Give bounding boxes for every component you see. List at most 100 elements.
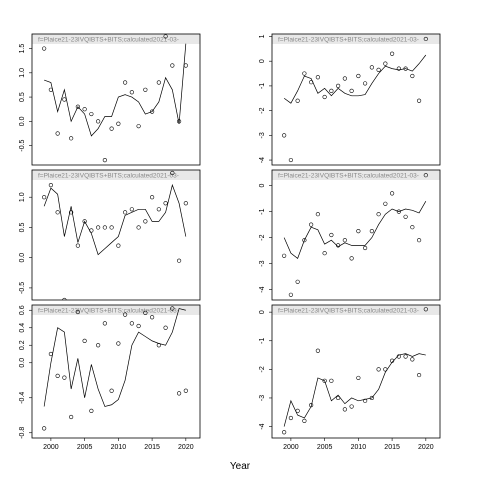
fit-line [43,183,187,256]
x-tick-label: 2010 [111,444,127,451]
data-point [423,173,428,178]
x-tick-label: 2020 [418,444,434,451]
data-point [136,124,141,129]
data-point [163,201,168,206]
data-point [136,323,141,329]
y-tick-label: 0 [259,310,266,314]
data-point [96,343,101,348]
data-point [376,367,381,372]
data-point [329,232,334,238]
data-point [376,212,381,217]
data-point [282,430,287,435]
data-point [149,195,155,200]
data-point [315,212,320,217]
data-point [48,183,53,188]
panel-frame [31,33,201,166]
y-tick-label: -0.5 [19,282,26,294]
data-point [62,375,67,380]
data-point [42,46,47,51]
data-point [295,408,300,413]
y-tick-label: 0 [259,184,266,188]
data-point [75,104,80,109]
x-tick-label: 2000 [43,444,59,451]
strip-background [272,34,440,44]
data-point [315,75,320,80]
data-point [322,251,327,256]
data-point [149,315,155,320]
data-point [295,98,300,103]
data-point [42,426,47,431]
data-point [123,210,128,215]
data-point [156,80,161,85]
data-point [322,94,327,100]
y-tick-label: 0.0 [19,253,26,263]
data-point [376,67,381,72]
data-point [96,225,101,230]
data-point [156,207,161,212]
fit-line [43,308,186,407]
y-tick-label: -4 [259,423,266,429]
x-tick-label: 2015 [144,444,160,451]
data-point [183,388,188,393]
y-tick-label: 0.5 [19,92,26,102]
data-point [116,121,121,126]
data-point [403,214,408,219]
data-point [109,225,114,230]
data-point [109,388,114,393]
data-point [396,66,401,71]
panel-frame [271,304,441,439]
data-point [42,195,47,200]
x-tick-label: 2015 [384,444,400,451]
data-point [416,238,422,243]
fit-line [44,43,187,137]
panel-title: f=Plaice21-23IVQIBTS+BITS;calculated2021… [278,308,419,315]
data-point [163,34,168,39]
fit-line [283,54,427,104]
data-point [336,83,341,89]
data-point [156,343,161,348]
data-point [389,191,395,196]
data-point [143,310,148,315]
data-point [389,51,395,56]
y-tick-label: -3 [259,260,266,266]
data-point [282,253,287,258]
data-point [288,415,293,421]
data-point [342,407,347,412]
panel-plot [42,306,188,431]
data-point [89,228,94,233]
y-tick-label: 1.0 [19,68,26,78]
data-point [176,119,182,124]
data-point [176,391,182,396]
data-point [403,354,408,359]
data-point [143,87,148,92]
data-point [416,372,422,378]
data-point [82,107,87,112]
data-point [170,63,175,68]
strip-background [32,305,200,315]
data-point [82,338,87,343]
data-point [403,66,408,71]
data-point [48,87,53,92]
data-point [309,80,314,85]
data-point [62,97,67,102]
panel-title: f=Plaice21-23IVQIBTS+BITS;calculated2021… [38,173,179,180]
data-point [116,243,121,248]
data-point [349,404,354,409]
data-point [129,207,134,212]
data-point [170,306,175,311]
y-tick-label: 1.5 [19,44,26,54]
data-point [329,88,334,93]
data-point [329,378,334,383]
x-tick-label: 2020 [178,444,194,451]
data-point [109,126,114,131]
y-tick-label: -1 [259,83,266,89]
fit-line [283,353,426,427]
panel-title: f=Plaice21-23IVQIBTS+BITS;calculated2021… [278,173,419,180]
data-point [55,131,60,136]
y-tick-label: 1.0 [19,192,26,202]
x-tick-label: 2005 [77,444,93,451]
data-point [416,98,422,103]
data-point [123,80,128,85]
data-point [176,258,182,263]
data-point [342,238,347,243]
